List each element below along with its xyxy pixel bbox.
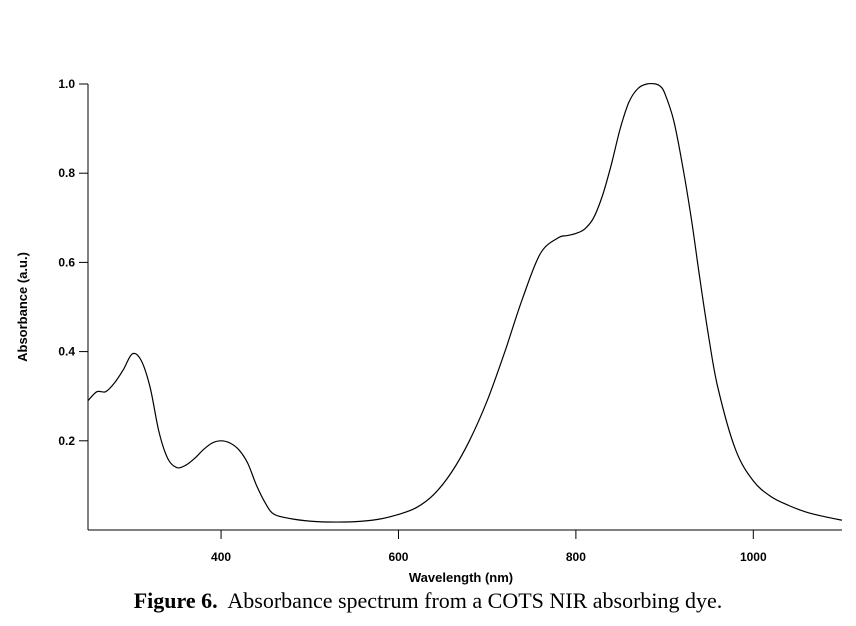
x-axis-title: Wavelength (nm) bbox=[409, 570, 513, 585]
x-axis: 400 600 800 1000 bbox=[88, 529, 842, 564]
figure-caption-text: Absorbance spectrum from a COTS NIR abso… bbox=[227, 588, 723, 613]
figure-caption: Figure 6. Absorbance spectrum from a COT… bbox=[0, 588, 856, 614]
y-tick-label: 0.8 bbox=[58, 166, 75, 180]
y-axis-title: Absorbance (a.u.) bbox=[15, 252, 30, 362]
y-tick-label: 0.6 bbox=[58, 255, 75, 269]
y-axis: 0.2 0.4 0.6 0.8 1.0 bbox=[58, 77, 89, 530]
y-tick-label: 0.2 bbox=[58, 434, 75, 448]
absorbance-series-line bbox=[87, 82, 843, 523]
x-tick-label: 400 bbox=[211, 550, 231, 564]
series-layer bbox=[87, 82, 843, 523]
x-tick-label: 1000 bbox=[740, 550, 767, 564]
x-tick-label: 600 bbox=[388, 550, 408, 564]
y-tick-label: 0.4 bbox=[58, 345, 75, 359]
absorbance-chart: 0.2 0.4 0.6 0.8 1.0 400 600 800 1000 Wavelength… bbox=[15, 77, 843, 585]
figure-label: Figure 6. bbox=[133, 588, 218, 613]
x-tick-label: 800 bbox=[566, 550, 586, 564]
y-tick-label: 1.0 bbox=[58, 77, 75, 91]
